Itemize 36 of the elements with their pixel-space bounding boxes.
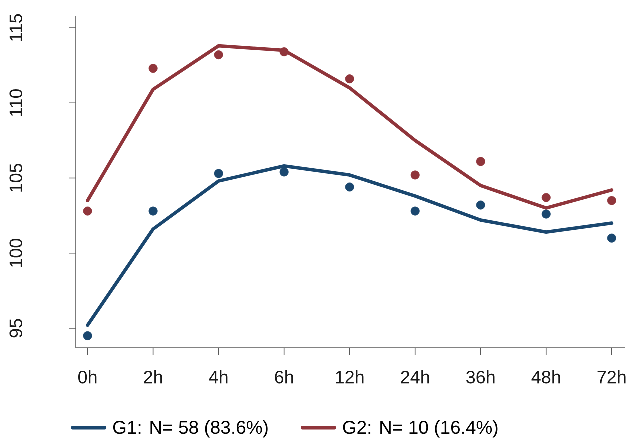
point xyxy=(607,196,616,206)
point xyxy=(280,48,289,57)
point xyxy=(542,193,551,202)
point xyxy=(214,169,224,178)
y-tick-label: 115 xyxy=(10,14,22,41)
x-tick-label: 6h xyxy=(275,370,294,384)
point xyxy=(280,168,289,177)
point xyxy=(607,234,616,243)
point xyxy=(345,74,354,84)
line-series xyxy=(86,44,614,210)
x-tick-label: 24h xyxy=(401,370,430,384)
legend-label: G1: N= 58 (83.6%) xyxy=(113,420,268,438)
point xyxy=(148,64,158,74)
x-tick-label: 2h xyxy=(144,370,162,384)
y-tick-label: 100 xyxy=(10,239,22,267)
point xyxy=(542,210,551,219)
point xyxy=(83,331,92,340)
y-tick-label: 110 xyxy=(10,89,22,116)
point xyxy=(410,170,420,180)
x-tick-label: 0h xyxy=(78,370,97,384)
line-series xyxy=(86,164,614,328)
point xyxy=(148,206,158,216)
point xyxy=(345,182,354,192)
x-tick-label: 72h xyxy=(598,370,626,384)
y-tick-label: 95 xyxy=(10,319,22,338)
x-tick-label: 36h xyxy=(466,370,495,384)
x-tick-label: 48h xyxy=(532,370,560,384)
x-tick-label: 4h xyxy=(209,370,228,384)
point xyxy=(410,206,420,216)
point xyxy=(83,206,92,216)
point xyxy=(214,50,224,60)
legend-label: G2: N= 10 (16.4%) xyxy=(343,420,498,438)
x-tick-label: 12h xyxy=(336,370,364,384)
point xyxy=(476,157,486,166)
point xyxy=(476,200,486,210)
y-tick-label: 105 xyxy=(10,164,22,192)
